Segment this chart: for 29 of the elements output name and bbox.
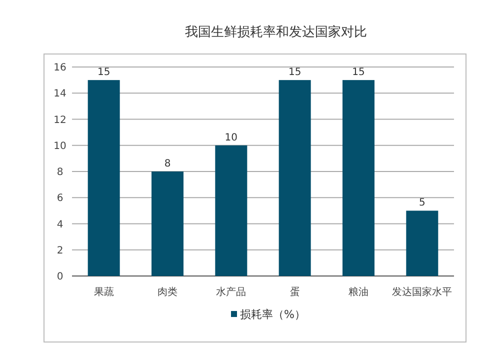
- y-tick-label: 0: [56, 272, 64, 282]
- data-label: 5: [418, 198, 426, 209]
- y-tick-label: 16: [54, 62, 66, 74]
- x-tick-label: 果蔬: [94, 286, 114, 298]
- data-label: 15: [352, 67, 365, 78]
- y-tick-label: 12: [54, 114, 66, 126]
- x-tick-label: 肉类: [158, 286, 178, 298]
- data-label: 15: [97, 67, 110, 78]
- y-tick-label: 4: [56, 219, 64, 230]
- y-tick-label: 6: [56, 193, 64, 204]
- y-tick-label: 14: [54, 88, 66, 100]
- bar: [152, 172, 184, 276]
- bar: [406, 210, 438, 276]
- data-label: 10: [224, 132, 238, 144]
- x-tick-label: 蛋: [290, 286, 300, 298]
- legend-label: 损耗率（%）: [240, 308, 306, 321]
- bar: [88, 80, 120, 276]
- x-tick-label: 发达国家水平: [392, 286, 452, 298]
- y-tick-label: 8: [56, 167, 64, 178]
- y-tick-label: 10: [54, 140, 66, 152]
- chart-title: 我国生鲜损耗率和发达国家对比: [185, 24, 367, 40]
- bar: [342, 80, 374, 276]
- bar: [278, 80, 311, 276]
- x-tick-label: 水产品: [216, 286, 246, 298]
- bar: [215, 145, 248, 276]
- x-tick-label: 粮油: [348, 286, 368, 298]
- data-label: 8: [164, 158, 171, 170]
- y-tick-label: 2: [56, 245, 64, 256]
- data-label: 15: [288, 67, 302, 78]
